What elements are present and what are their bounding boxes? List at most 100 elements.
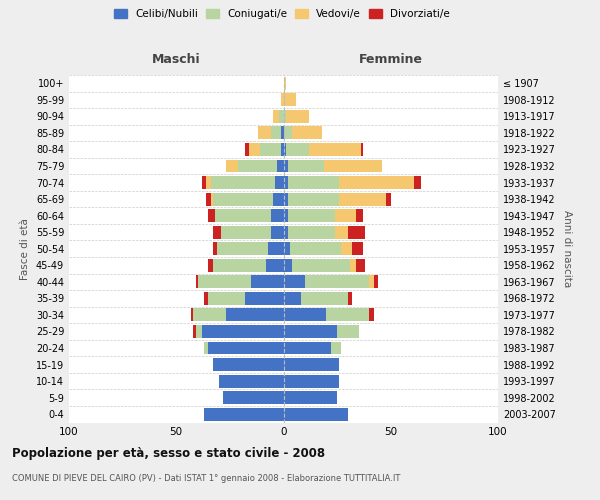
Bar: [341, 242, 352, 255]
Bar: [339, 192, 386, 205]
Bar: [271, 209, 284, 222]
Bar: [284, 77, 286, 90]
Bar: [290, 242, 341, 255]
Bar: [249, 143, 260, 156]
Bar: [191, 308, 193, 322]
Bar: [271, 226, 284, 238]
Y-axis label: Fasce di età: Fasce di età: [20, 218, 30, 280]
Bar: [273, 110, 279, 123]
Bar: [251, 276, 284, 288]
Bar: [281, 126, 284, 140]
Legend: Celibi/Nubili, Coniugati/e, Vedovi/e, Divorziati/e: Celibi/Nubili, Coniugati/e, Vedovi/e, Di…: [110, 5, 454, 24]
Bar: [286, 110, 309, 123]
Bar: [352, 242, 363, 255]
Text: Femmine: Femmine: [359, 53, 423, 66]
Bar: [337, 325, 359, 338]
Bar: [284, 325, 337, 338]
Bar: [202, 176, 206, 189]
Bar: [370, 308, 374, 322]
Bar: [288, 176, 339, 189]
Bar: [204, 342, 208, 354]
Bar: [204, 292, 208, 305]
Bar: [301, 292, 348, 305]
Bar: [284, 391, 337, 404]
Bar: [281, 143, 284, 156]
Bar: [284, 292, 301, 305]
Bar: [284, 374, 339, 388]
Bar: [211, 192, 213, 205]
Bar: [226, 308, 284, 322]
Bar: [204, 408, 284, 420]
Bar: [356, 209, 363, 222]
Bar: [288, 160, 324, 172]
Bar: [277, 160, 284, 172]
Bar: [292, 259, 350, 272]
Bar: [284, 126, 292, 140]
Bar: [208, 292, 245, 305]
Bar: [286, 143, 309, 156]
Bar: [356, 259, 365, 272]
Bar: [284, 110, 286, 123]
Bar: [284, 242, 290, 255]
Bar: [196, 276, 198, 288]
Bar: [386, 192, 391, 205]
Bar: [350, 259, 356, 272]
Text: Popolazione per età, sesso e stato civile - 2008: Popolazione per età, sesso e stato civil…: [12, 448, 325, 460]
Bar: [292, 126, 322, 140]
Bar: [288, 209, 335, 222]
Text: COMUNE DI PIEVE DEL CAIRO (PV) - Dati ISTAT 1° gennaio 2008 - Elaborazione TUTTI: COMUNE DI PIEVE DEL CAIRO (PV) - Dati IS…: [12, 474, 400, 483]
Bar: [284, 308, 326, 322]
Bar: [284, 94, 296, 106]
Bar: [284, 226, 288, 238]
Bar: [284, 358, 339, 371]
Bar: [288, 192, 339, 205]
Bar: [206, 176, 211, 189]
Bar: [219, 374, 284, 388]
Bar: [281, 94, 284, 106]
Bar: [284, 192, 288, 205]
Bar: [361, 143, 363, 156]
Bar: [284, 342, 331, 354]
Bar: [273, 192, 284, 205]
Bar: [309, 143, 361, 156]
Bar: [208, 259, 213, 272]
Bar: [198, 276, 251, 288]
Bar: [245, 143, 249, 156]
Bar: [238, 160, 277, 172]
Bar: [193, 325, 196, 338]
Bar: [326, 308, 369, 322]
Bar: [217, 242, 268, 255]
Bar: [245, 292, 284, 305]
Bar: [284, 160, 288, 172]
Bar: [271, 126, 281, 140]
Bar: [213, 259, 266, 272]
Bar: [221, 226, 271, 238]
Bar: [305, 276, 370, 288]
Bar: [213, 358, 284, 371]
Bar: [196, 325, 202, 338]
Bar: [206, 192, 211, 205]
Bar: [284, 259, 292, 272]
Bar: [193, 308, 226, 322]
Bar: [279, 110, 284, 123]
Bar: [208, 342, 284, 354]
Bar: [284, 176, 288, 189]
Y-axis label: Anni di nascita: Anni di nascita: [562, 210, 572, 288]
Bar: [284, 209, 288, 222]
Bar: [202, 325, 284, 338]
Bar: [211, 176, 275, 189]
Bar: [324, 160, 382, 172]
Bar: [331, 342, 341, 354]
Bar: [223, 391, 284, 404]
Bar: [213, 242, 217, 255]
Bar: [275, 176, 284, 189]
Bar: [348, 226, 365, 238]
Bar: [208, 209, 215, 222]
Bar: [215, 209, 271, 222]
Text: Maschi: Maschi: [152, 53, 200, 66]
Bar: [339, 176, 415, 189]
Bar: [288, 226, 335, 238]
Bar: [258, 126, 271, 140]
Bar: [348, 292, 352, 305]
Bar: [415, 176, 421, 189]
